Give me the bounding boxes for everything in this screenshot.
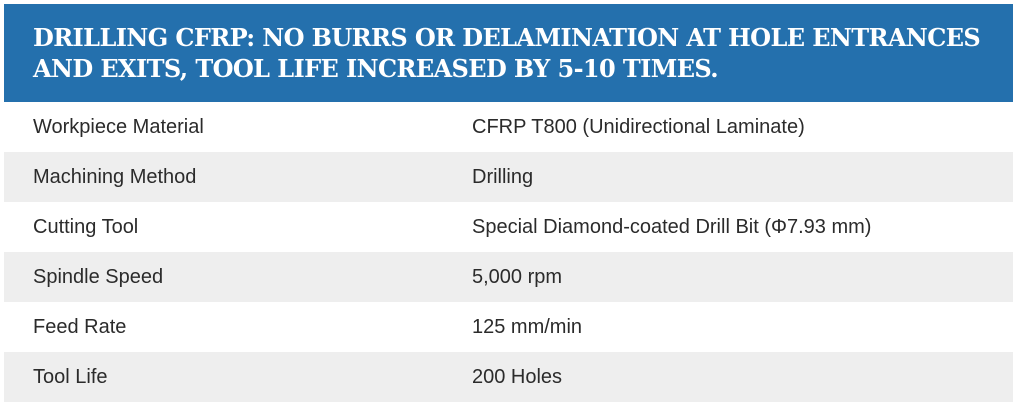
spec-value: 125 mm/min	[472, 316, 583, 338]
page-title: DRILLING CFRP: NO BURRS OR DELAMINATION …	[33, 23, 981, 83]
spec-value: CFRP T800 (Unidirectional Laminate)	[472, 116, 805, 138]
spec-label: Workpiece Material	[33, 116, 204, 138]
spec-label: Feed Rate	[33, 316, 127, 338]
table-row: Cutting Tool Special Diamond-coated Dril…	[4, 202, 1013, 252]
spec-label: Machining Method	[33, 166, 197, 188]
table-row: Tool Life 200 Holes	[4, 352, 1013, 402]
spec-label: Spindle Speed	[33, 266, 164, 288]
table-row: Machining Method Drilling	[4, 152, 1013, 202]
spec-label: Tool Life	[33, 366, 108, 388]
spec-label: Cutting Tool	[33, 216, 139, 238]
spec-table: Workpiece Material CFRP T800 (Unidirecti…	[4, 102, 1013, 402]
table-row: Feed Rate 125 mm/min	[4, 302, 1013, 352]
spec-value: 200 Holes	[472, 366, 563, 388]
spec-card: DRILLING CFRP: NO BURRS OR DELAMINATION …	[4, 4, 1013, 402]
spec-value: Drilling	[472, 166, 534, 188]
header-banner: DRILLING CFRP: NO BURRS OR DELAMINATION …	[4, 4, 1013, 102]
table-row: Spindle Speed 5,000 rpm	[4, 252, 1013, 302]
table-row: Workpiece Material CFRP T800 (Unidirecti…	[4, 102, 1013, 152]
spec-value: Special Diamond-coated Drill Bit (Φ7.93 …	[472, 216, 872, 238]
spec-value: 5,000 rpm	[472, 266, 563, 288]
